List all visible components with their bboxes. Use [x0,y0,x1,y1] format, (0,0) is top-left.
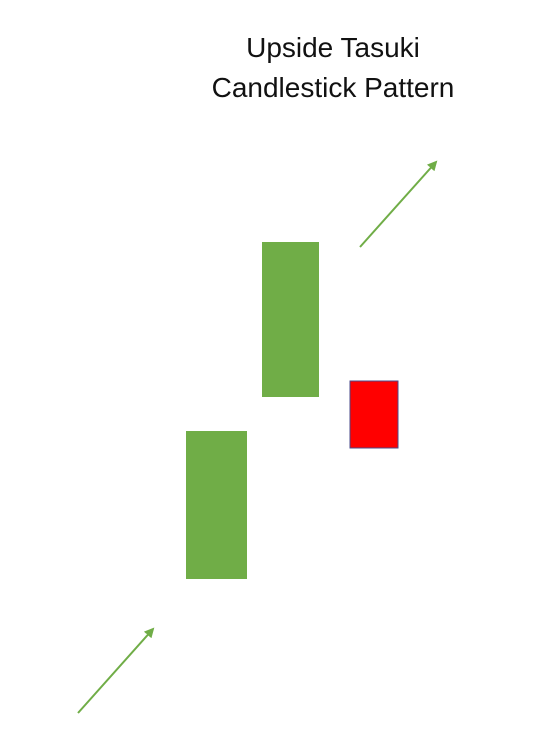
uptrend-arrow-bottom [77,627,155,714]
first-bullish-candle [186,431,247,579]
title-line-2: Candlestick Pattern [211,72,455,103]
second-bullish-candle [262,242,319,397]
page-title: Upside Tasuki Candlestick Pattern [0,28,552,108]
bearish-candle [349,380,399,449]
title-line-1: Upside Tasuki [246,32,420,63]
uptrend-arrow-top [359,160,438,248]
